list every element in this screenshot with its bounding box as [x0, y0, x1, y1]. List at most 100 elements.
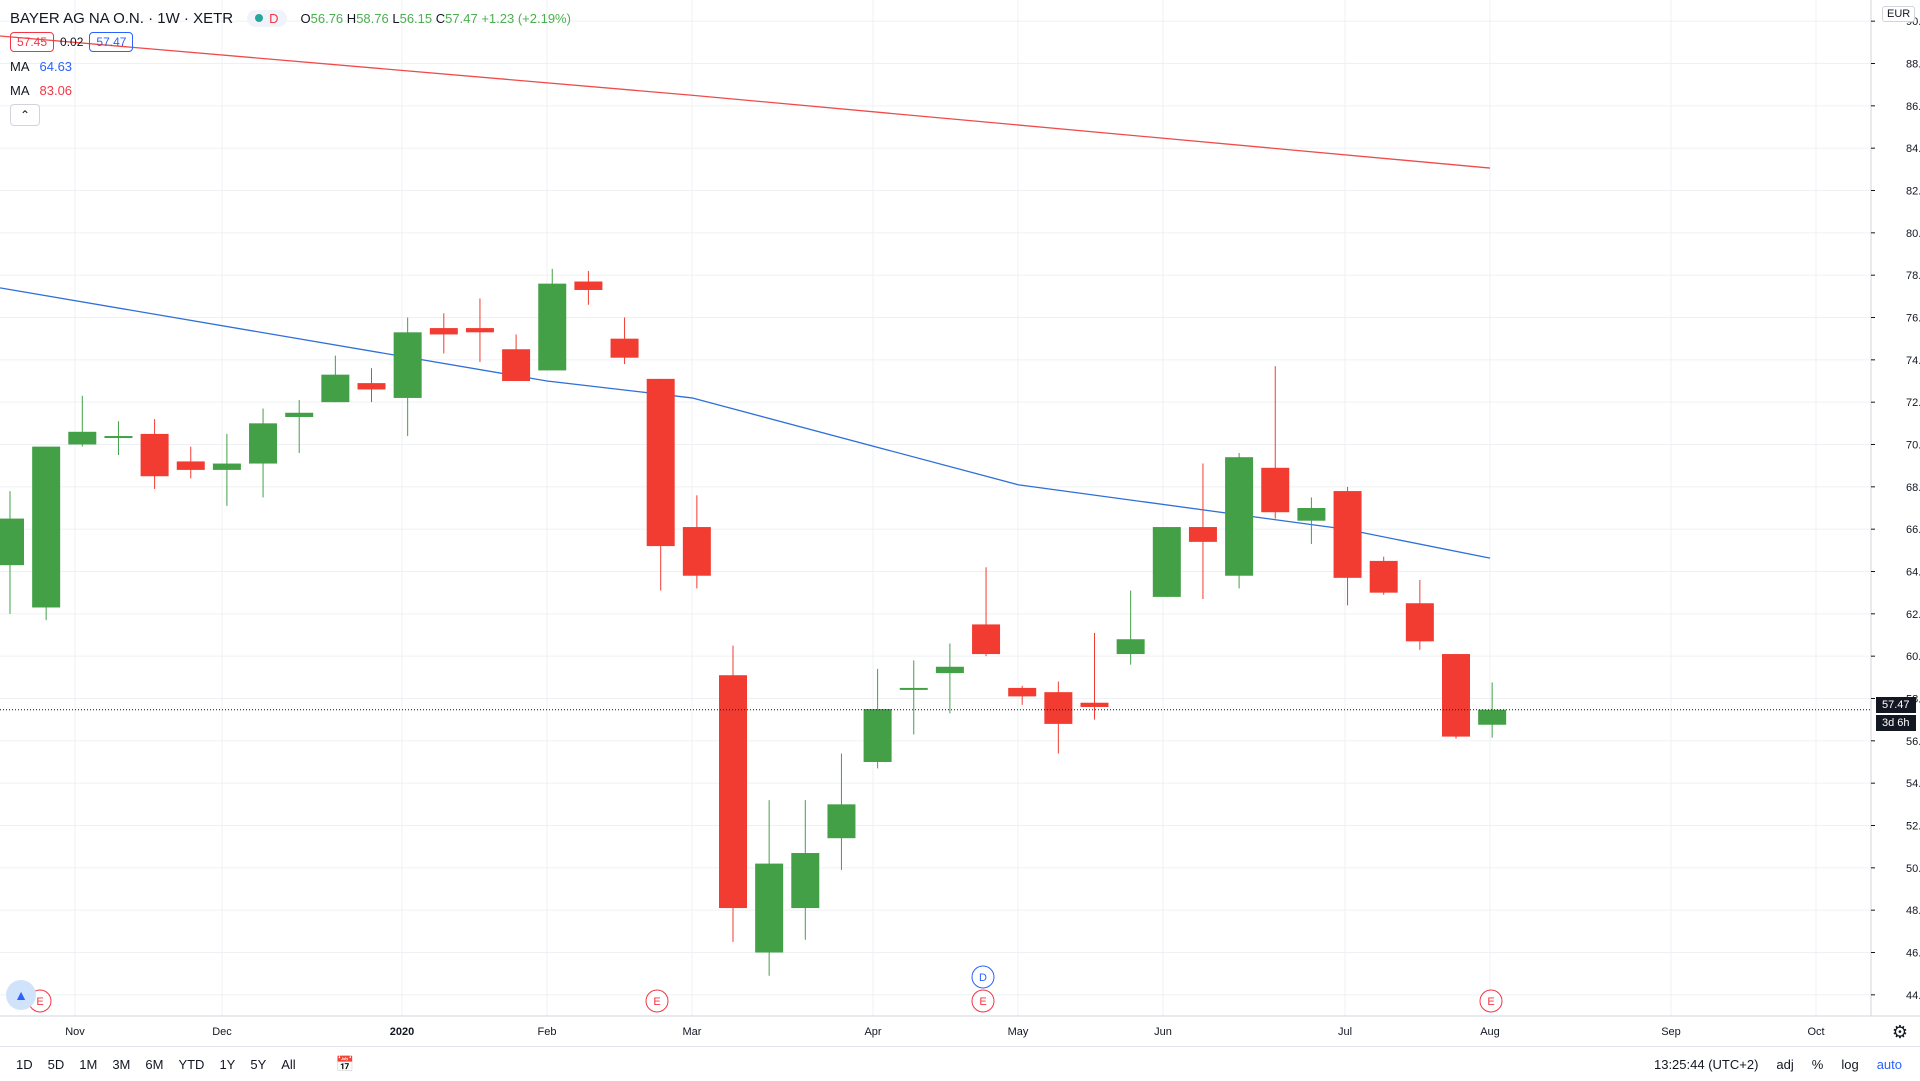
- candle: [863, 668, 892, 769]
- event-marker-earnings[interactable]: E: [1479, 989, 1503, 1013]
- high-label: H: [346, 10, 357, 26]
- ohlc-values: O56.76 H58.76 L56.15 C57.47 +1.23 (+2.19…: [301, 11, 571, 26]
- goto-date-icon[interactable]: 📅: [335, 1056, 355, 1073]
- candle: [682, 495, 711, 589]
- clock-display[interactable]: 13:25:44 (UTC+2): [1653, 1056, 1759, 1072]
- event-circle: [971, 965, 995, 989]
- event-marker-dividend[interactable]: D: [971, 965, 995, 989]
- range-1y-button[interactable]: 1Y: [219, 1056, 236, 1072]
- candle-body: [321, 374, 350, 403]
- x-tick-label: Aug: [1480, 1026, 1500, 1038]
- adj-toggle[interactable]: adj: [1776, 1056, 1794, 1072]
- candle: [249, 408, 278, 498]
- range-5y-button[interactable]: 5Y: [250, 1056, 267, 1072]
- event-label: E: [653, 996, 660, 1008]
- candle-body: [285, 412, 314, 417]
- low-value: 56.15: [399, 10, 433, 26]
- percent-toggle[interactable]: %: [1811, 1056, 1824, 1072]
- ma-slow-legend[interactable]: MA 83.06: [10, 78, 571, 102]
- close-label: C: [435, 10, 446, 26]
- low-label: L: [392, 10, 400, 26]
- high-value: 58.76: [356, 10, 389, 26]
- spread-value: 0.02: [60, 35, 84, 49]
- candle: [574, 270, 603, 305]
- candle-body: [719, 675, 747, 909]
- candle-body: [502, 349, 531, 381]
- candle: [646, 378, 675, 591]
- candle: [791, 800, 820, 940]
- event-label: E: [36, 996, 43, 1008]
- ma-fast-value: 64.63: [39, 58, 73, 74]
- ma-slow-line: [0, 35, 1491, 169]
- status-dot-icon: [255, 14, 264, 22]
- open-label: O: [300, 10, 311, 26]
- candle: [104, 421, 133, 456]
- candle: [1405, 579, 1434, 650]
- candle: [1442, 654, 1470, 739]
- candle-body: [1080, 702, 1109, 707]
- range-all-button[interactable]: All: [281, 1056, 296, 1072]
- x-tick-label: Jul: [1338, 1026, 1352, 1038]
- candle: [827, 753, 856, 870]
- candle-body: [465, 328, 494, 333]
- event-label: E: [979, 996, 986, 1008]
- candle: [935, 643, 964, 714]
- range-ytd-button[interactable]: YTD: [178, 1056, 205, 1072]
- candle-body: [610, 338, 639, 358]
- change-value: +1.23 (+2.19%): [481, 10, 571, 26]
- candle-body: [32, 446, 61, 608]
- candle: [1333, 486, 1362, 606]
- candle-body: [1297, 508, 1326, 521]
- candle: [465, 298, 494, 362]
- candle: [212, 433, 241, 506]
- candle-body: [68, 431, 97, 445]
- x-tick-label: Feb: [538, 1026, 557, 1038]
- candle: [1188, 463, 1217, 600]
- candle-body: [791, 853, 820, 909]
- range-3m-button[interactable]: 3M: [112, 1056, 131, 1072]
- candle: [285, 400, 314, 453]
- event-circle: [971, 989, 995, 1013]
- range-5d-button[interactable]: 5D: [47, 1056, 65, 1072]
- candle-body: [538, 283, 567, 371]
- y-tick-label: 62.00: [1906, 609, 1920, 621]
- log-toggle[interactable]: log: [1841, 1056, 1859, 1072]
- y-tick-label: 60.00: [1906, 651, 1920, 663]
- ma-fast-legend[interactable]: MA 64.63: [10, 54, 571, 78]
- event-marker-earnings[interactable]: E: [645, 989, 669, 1013]
- candle: [357, 368, 386, 403]
- candle-body: [140, 433, 169, 477]
- candle: [393, 317, 422, 437]
- settings-gear-icon[interactable]: ⚙: [1892, 1022, 1908, 1042]
- ma-fast-line: [0, 287, 1491, 559]
- tradingview-logo-icon[interactable]: ▲: [6, 980, 36, 1010]
- candle-body: [429, 328, 458, 335]
- chart-legend: BAYER AG NA O.N. · 1W · XETR D O56.76 H5…: [10, 6, 571, 126]
- event-marker-earnings[interactable]: E: [971, 989, 995, 1013]
- x-tick-label: Sep: [1661, 1026, 1681, 1038]
- range-1m-button[interactable]: 1M: [79, 1056, 98, 1072]
- y-tick-label: 48.00: [1906, 905, 1920, 917]
- market-status-badge[interactable]: D: [247, 9, 287, 27]
- sell-price-button[interactable]: 57.45: [10, 32, 55, 52]
- candle: [502, 334, 531, 381]
- currency-badge[interactable]: EUR: [1882, 6, 1916, 22]
- candle-body: [212, 463, 241, 470]
- range-6m-button[interactable]: 6M: [145, 1056, 164, 1072]
- event-label: E: [1487, 996, 1494, 1008]
- ma-slow-value: 83.06: [39, 82, 73, 98]
- auto-toggle[interactable]: auto: [1876, 1056, 1902, 1072]
- y-tick-label: 76.00: [1906, 313, 1920, 325]
- ma-slow-label: MA: [10, 82, 30, 98]
- candle: [719, 645, 747, 942]
- y-tick-label: 56.00: [1906, 736, 1920, 748]
- symbol-title[interactable]: BAYER AG NA O.N. · 1W · XETR: [10, 9, 234, 27]
- collapse-legend-button[interactable]: ⌃: [10, 104, 40, 126]
- buy-price-button[interactable]: 57.47: [89, 32, 134, 52]
- candle-body: [1478, 709, 1507, 725]
- range-1d-button[interactable]: 1D: [16, 1056, 33, 1072]
- x-tick-label: Nov: [65, 1026, 85, 1038]
- price-chart[interactable]: 44.0046.0048.0050.0052.0054.0056.0058.00…: [0, 0, 1920, 1046]
- candle: [1044, 681, 1073, 754]
- candle-body: [0, 518, 24, 566]
